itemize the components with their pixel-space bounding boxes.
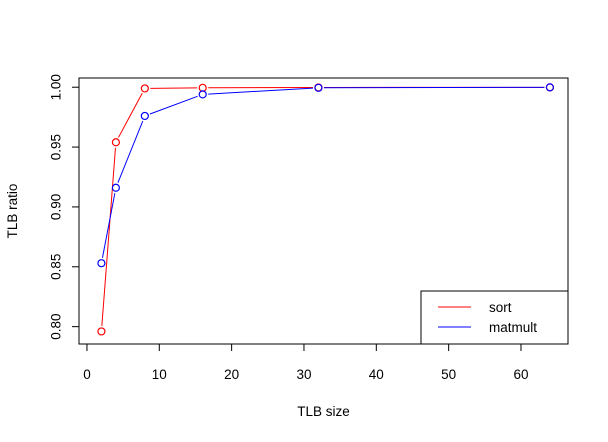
x-tick-label: 40	[369, 367, 384, 382]
data-point	[314, 83, 323, 92]
legend-items: sort matmult	[438, 300, 537, 335]
series-layer	[97, 83, 555, 336]
series-line-segment	[101, 193, 116, 258]
x-tick-label: 50	[441, 367, 456, 382]
x-tick-label: 30	[296, 367, 311, 382]
series-line-segment	[118, 93, 143, 138]
x-tick-label: 60	[513, 367, 528, 382]
data-point	[198, 90, 207, 99]
series-line-segment	[101, 147, 116, 326]
series-line-segment	[149, 95, 198, 115]
data-point	[198, 83, 207, 92]
x-tick-label: 20	[224, 367, 239, 382]
y-tick-label: 0.90	[49, 194, 64, 220]
x-tick-label: 10	[152, 367, 167, 382]
legend: sort matmult	[420, 290, 569, 345]
y-axis-label: TLB ratio	[5, 184, 20, 239]
legend-label-matmult: matmult	[489, 320, 537, 335]
data-point	[140, 111, 149, 121]
x-axis-label: TLB size	[297, 404, 350, 419]
y-tick-label: 0.95	[49, 134, 64, 160]
data-point	[97, 327, 106, 336]
data-point	[111, 138, 120, 147]
y-tick-label: 0.80	[49, 314, 64, 340]
series-matmult	[97, 83, 555, 268]
series-line-segment	[117, 120, 144, 183]
y-tick-label: 0.85	[49, 254, 64, 280]
y-axis: 0.80 0.85 0.90 0.95 1.00	[49, 74, 80, 340]
data-point	[140, 84, 149, 93]
data-point	[545, 83, 555, 92]
legend-label-sort: sort	[489, 300, 512, 315]
data-point	[111, 183, 120, 192]
y-tick-label: 1.00	[49, 74, 64, 100]
data-point	[97, 259, 106, 268]
series-line-segment	[208, 87, 313, 95]
legend-box	[420, 290, 569, 345]
x-axis: 0 10 20 30 40 50 60	[83, 343, 528, 382]
x-tick-label: 0	[83, 367, 91, 382]
